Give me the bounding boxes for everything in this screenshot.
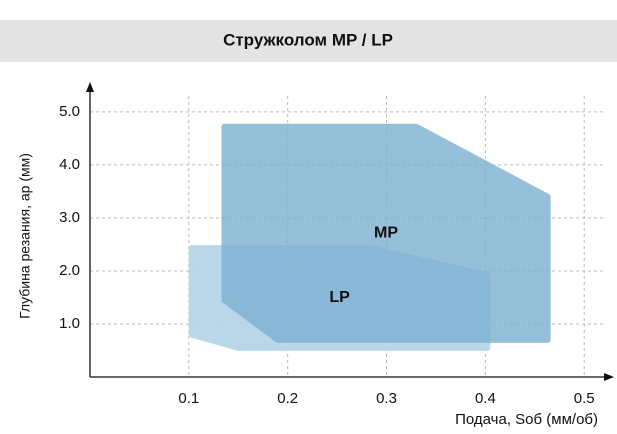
x-tick-label: 0.3 (376, 390, 397, 407)
x-axis-arrow (604, 373, 614, 381)
y-tick-label: 4.0 (59, 156, 80, 173)
y-tick-label: 2.0 (59, 262, 80, 279)
x-axis-label: Подача, Sоб (мм/об) (455, 411, 598, 428)
x-tick-label: 0.1 (178, 390, 199, 407)
region-label: LP (329, 289, 350, 306)
y-tick-label: 5.0 (59, 103, 80, 120)
y-tick-label: 3.0 (59, 209, 80, 226)
x-tick-label: 0.2 (277, 390, 298, 407)
region (221, 123, 551, 343)
y-axis-arrow (86, 82, 94, 92)
title-banner (0, 20, 617, 62)
y-axis-label: Глубина резания, ap (мм) (17, 153, 33, 319)
region-label: MP (374, 225, 398, 242)
chart-title: Стружколом MP / LP (223, 30, 393, 49)
x-tick-label: 0.5 (574, 390, 595, 407)
y-tick-label: 1.0 (59, 315, 80, 332)
x-tick-label: 0.4 (475, 390, 496, 407)
